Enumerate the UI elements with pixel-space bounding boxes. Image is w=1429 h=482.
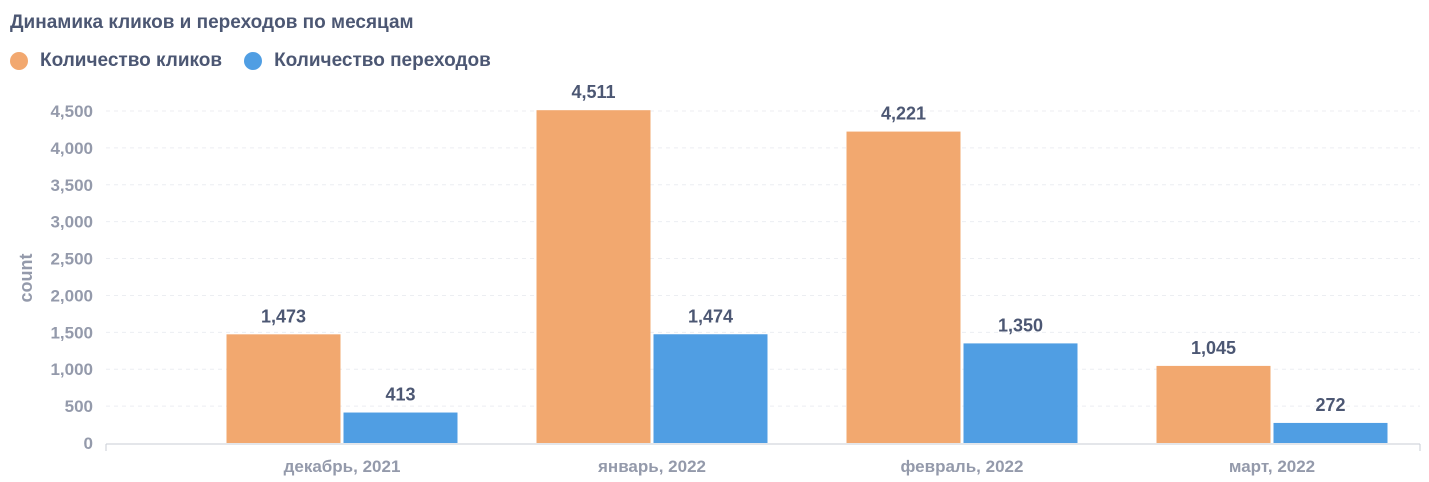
x-category-label: январь, 2022 xyxy=(597,457,706,476)
data-label: 1,474 xyxy=(688,306,733,326)
y-tick-label: 4,000 xyxy=(50,139,93,158)
data-label: 4,511 xyxy=(571,82,615,102)
bar-transitions xyxy=(653,334,768,443)
x-category-label: февраль, 2022 xyxy=(901,457,1024,476)
data-labels: 1,473 413 4,511 1,474 4,221 1,350 1,045 272 xyxy=(261,82,1346,415)
bar-transitions xyxy=(1273,422,1388,443)
bar-clicks xyxy=(536,110,651,443)
y-axis-ticks: 0 500 1,000 1,500 2,000 2,500 3,000 3,500 4,000 4… xyxy=(50,102,93,453)
y-tick-label: 1,000 xyxy=(50,360,93,379)
legend-item-transitions[interactable]: Количество переходов xyxy=(244,50,491,72)
bar-clicks xyxy=(226,334,341,443)
data-label: 1,473 xyxy=(261,306,306,326)
bar-transitions xyxy=(963,343,1078,443)
legend-swatch-clicks xyxy=(10,52,28,70)
y-tick-label: 3,500 xyxy=(50,176,93,195)
data-label: 272 xyxy=(1315,395,1345,415)
y-tick-label: 500 xyxy=(65,397,93,416)
legend-label-clicks: Количество кликов xyxy=(40,50,223,71)
bar-clicks xyxy=(846,131,961,444)
x-category-label: декабрь, 2021 xyxy=(284,457,401,476)
y-tick-label: 3,000 xyxy=(50,213,93,232)
legend: Количество кликов Количество переходов xyxy=(10,50,513,72)
bars xyxy=(226,110,1388,444)
x-category-label: март, 2022 xyxy=(1229,457,1315,476)
data-label: 4,221 xyxy=(881,104,926,124)
data-label: 1,045 xyxy=(1191,338,1236,358)
chart-title: Динамика кликов и переходов по месяцам xyxy=(10,12,414,33)
legend-label-transitions: Количество переходов xyxy=(274,50,491,71)
x-axis-categories: декабрь, 2021 январь, 2022 февраль, 2022 ма… xyxy=(284,457,1316,476)
y-tick-label: 4,500 xyxy=(50,102,93,121)
y-tick-label: 0 xyxy=(84,434,93,453)
legend-swatch-transitions xyxy=(244,52,263,70)
y-tick-label: 2,000 xyxy=(50,286,93,305)
y-axis-title: count xyxy=(16,254,36,303)
y-tick-label: 2,500 xyxy=(50,250,93,269)
y-tick-label: 1,500 xyxy=(50,323,93,342)
bar-transitions xyxy=(343,412,458,443)
data-label: 413 xyxy=(385,385,415,405)
data-label: 1,350 xyxy=(998,315,1043,335)
bar-clicks xyxy=(1156,365,1271,443)
legend-item-clicks[interactable]: Количество кликов xyxy=(10,50,222,72)
